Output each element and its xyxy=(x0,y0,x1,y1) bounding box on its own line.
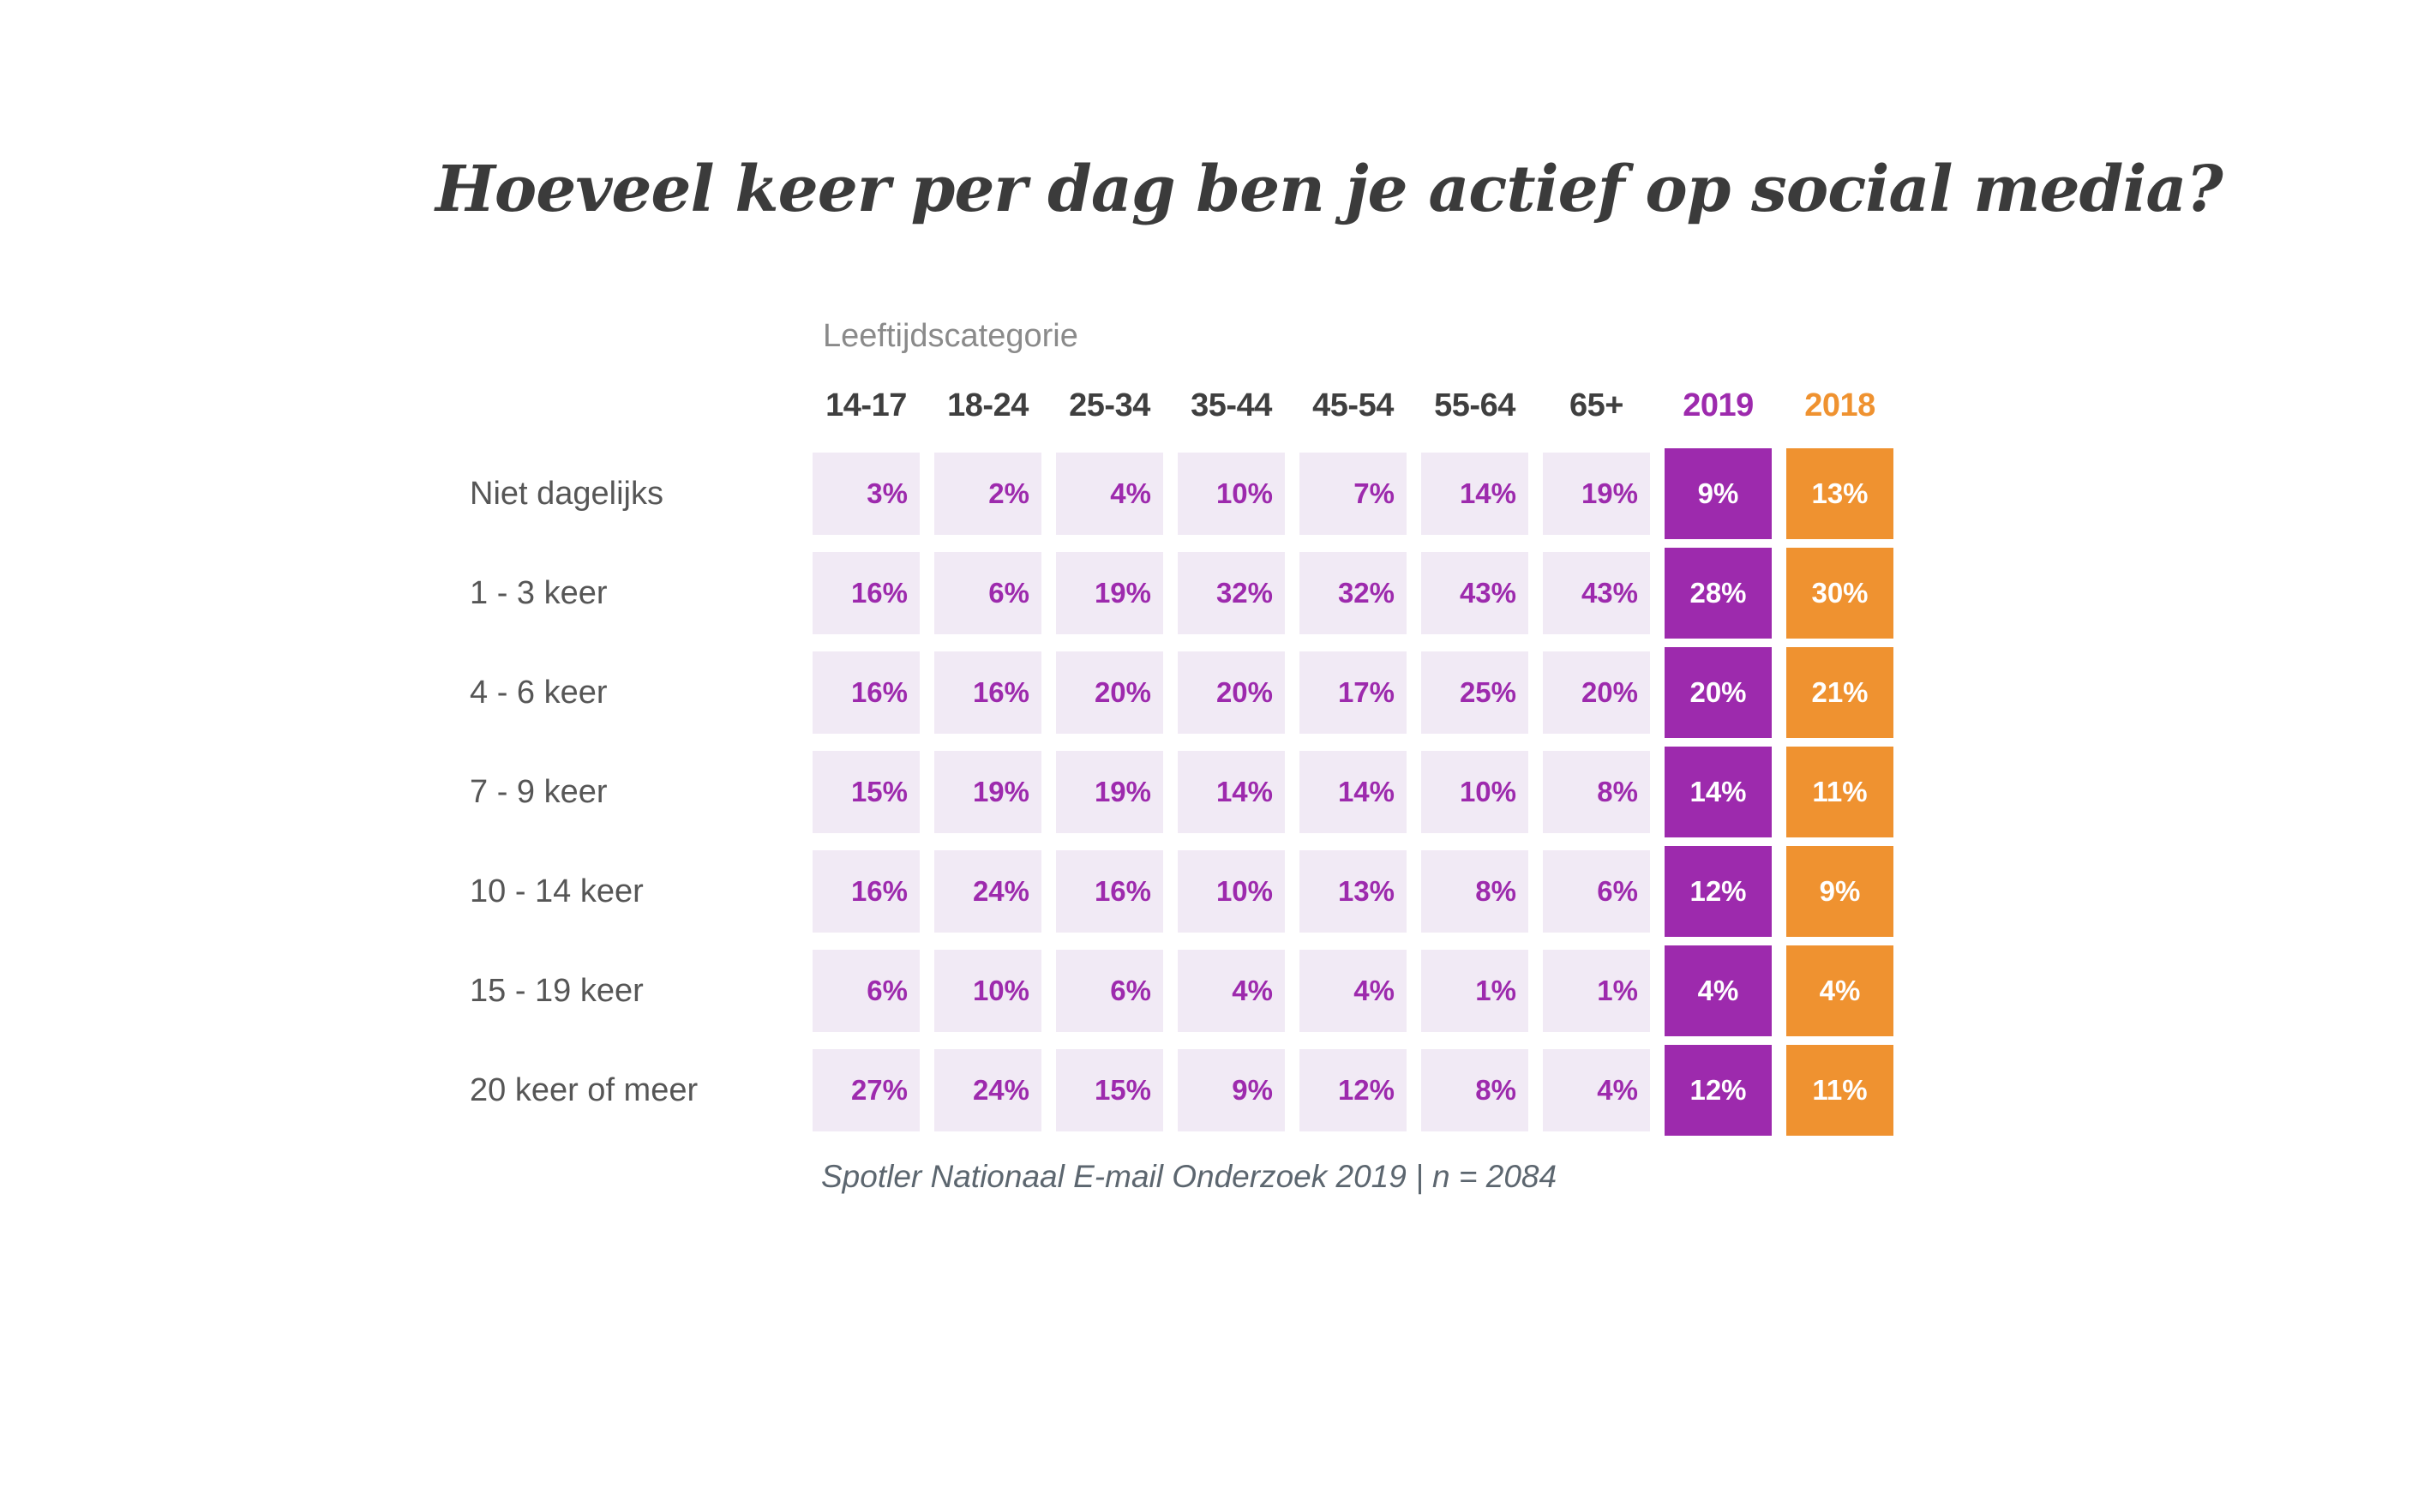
value-cell: 16% xyxy=(934,651,1041,734)
value-cell: 24% xyxy=(934,850,1041,933)
value-cell: 8% xyxy=(1543,751,1650,833)
value-cell: 15% xyxy=(813,751,920,833)
value-cell: 14% xyxy=(1421,453,1528,535)
row-label: Niet dagelijks xyxy=(470,475,663,512)
value-cell: 6% xyxy=(813,950,920,1032)
value-cell: 8% xyxy=(1421,1049,1528,1131)
row-label: 4 - 6 keer xyxy=(470,674,608,711)
value-cell: 17% xyxy=(1299,651,1407,734)
value-cell: 19% xyxy=(1056,751,1163,833)
value-cell: 19% xyxy=(1543,453,1650,535)
age-category-matrix: Leeftijdscategorie 14-17 18-24 25-34 35-44 4… xyxy=(470,318,1893,1136)
column-header-1417: 14-17 xyxy=(825,387,907,423)
value-cell: 8% xyxy=(1421,850,1528,933)
value-cell: 6% xyxy=(934,552,1041,634)
value-cell: 15% xyxy=(1056,1049,1163,1131)
column-header-1824: 18-24 xyxy=(947,387,1029,423)
value-cell: 25% xyxy=(1421,651,1528,734)
value-cell-2018: 11% xyxy=(1786,747,1893,837)
column-group-label: Leeftijdscategorie xyxy=(823,318,1078,354)
page-title: Hoeveel keer per dag ben je actief op so… xyxy=(435,152,2223,226)
value-cell: 27% xyxy=(813,1049,920,1131)
value-cell: 3% xyxy=(813,453,920,535)
source-note: Spotler Nationaal E-mail Onderzoek 2019 … xyxy=(821,1159,1557,1194)
value-cell: 2% xyxy=(934,453,1041,535)
value-cell-2019: 14% xyxy=(1665,747,1772,837)
column-header-3544: 35-44 xyxy=(1191,387,1272,423)
value-cell: 24% xyxy=(934,1049,1041,1131)
value-cell: 10% xyxy=(1178,850,1285,933)
value-cell-2019: 20% xyxy=(1665,647,1772,738)
column-header-2019: 2019 xyxy=(1683,387,1754,423)
value-cell-2019: 9% xyxy=(1665,448,1772,539)
row-label: 10 - 14 keer xyxy=(470,873,644,909)
row-label: 15 - 19 keer xyxy=(470,972,644,1009)
value-cell: 4% xyxy=(1543,1049,1650,1131)
value-cell: 19% xyxy=(1056,552,1163,634)
column-header-65+: 65+ xyxy=(1569,387,1623,423)
value-cell: 16% xyxy=(813,651,920,734)
value-cell: 9% xyxy=(1178,1049,1285,1131)
value-cell: 4% xyxy=(1299,950,1407,1032)
row-label: 1 - 3 keer xyxy=(470,574,608,611)
value-cell: 19% xyxy=(934,751,1041,833)
value-cell-2019: 12% xyxy=(1665,846,1772,937)
value-cell-2018: 21% xyxy=(1786,647,1893,738)
column-header-2018: 2018 xyxy=(1804,387,1875,423)
column-header-5564: 55-64 xyxy=(1434,387,1515,423)
value-cell: 12% xyxy=(1299,1049,1407,1131)
row-label: 7 - 9 keer xyxy=(470,773,608,810)
value-cell: 4% xyxy=(1178,950,1285,1032)
value-cell-2018: 13% xyxy=(1786,448,1893,539)
value-cell: 6% xyxy=(1056,950,1163,1032)
value-cell: 13% xyxy=(1299,850,1407,933)
value-cell: 32% xyxy=(1178,552,1285,634)
value-cell-2019: 4% xyxy=(1665,945,1772,1036)
column-header-4554: 45-54 xyxy=(1312,387,1394,423)
value-cell: 16% xyxy=(813,850,920,933)
value-cell: 6% xyxy=(1543,850,1650,933)
value-cell-2018: 4% xyxy=(1786,945,1893,1036)
value-cell-2019: 12% xyxy=(1665,1045,1772,1136)
value-cell: 14% xyxy=(1178,751,1285,833)
value-cell: 1% xyxy=(1421,950,1528,1032)
value-cell: 7% xyxy=(1299,453,1407,535)
value-cell: 14% xyxy=(1299,751,1407,833)
value-cell: 43% xyxy=(1543,552,1650,634)
row-label: 20 keer of meer xyxy=(470,1071,699,1108)
value-cell-2019: 28% xyxy=(1665,548,1772,639)
value-cell: 20% xyxy=(1056,651,1163,734)
column-header-2534: 25-34 xyxy=(1069,387,1150,423)
value-cell-2018: 30% xyxy=(1786,548,1893,639)
value-cell: 20% xyxy=(1178,651,1285,734)
value-cell: 10% xyxy=(1178,453,1285,535)
value-cell: 16% xyxy=(1056,850,1163,933)
value-cell: 10% xyxy=(934,950,1041,1032)
value-cell-2018: 11% xyxy=(1786,1045,1893,1136)
value-cell-2018: 9% xyxy=(1786,846,1893,937)
value-cell: 32% xyxy=(1299,552,1407,634)
value-cell: 43% xyxy=(1421,552,1528,634)
value-cell: 20% xyxy=(1543,651,1650,734)
value-cell: 1% xyxy=(1543,950,1650,1032)
value-cell: 4% xyxy=(1056,453,1163,535)
value-cell: 16% xyxy=(813,552,920,634)
value-cell: 10% xyxy=(1421,751,1528,833)
